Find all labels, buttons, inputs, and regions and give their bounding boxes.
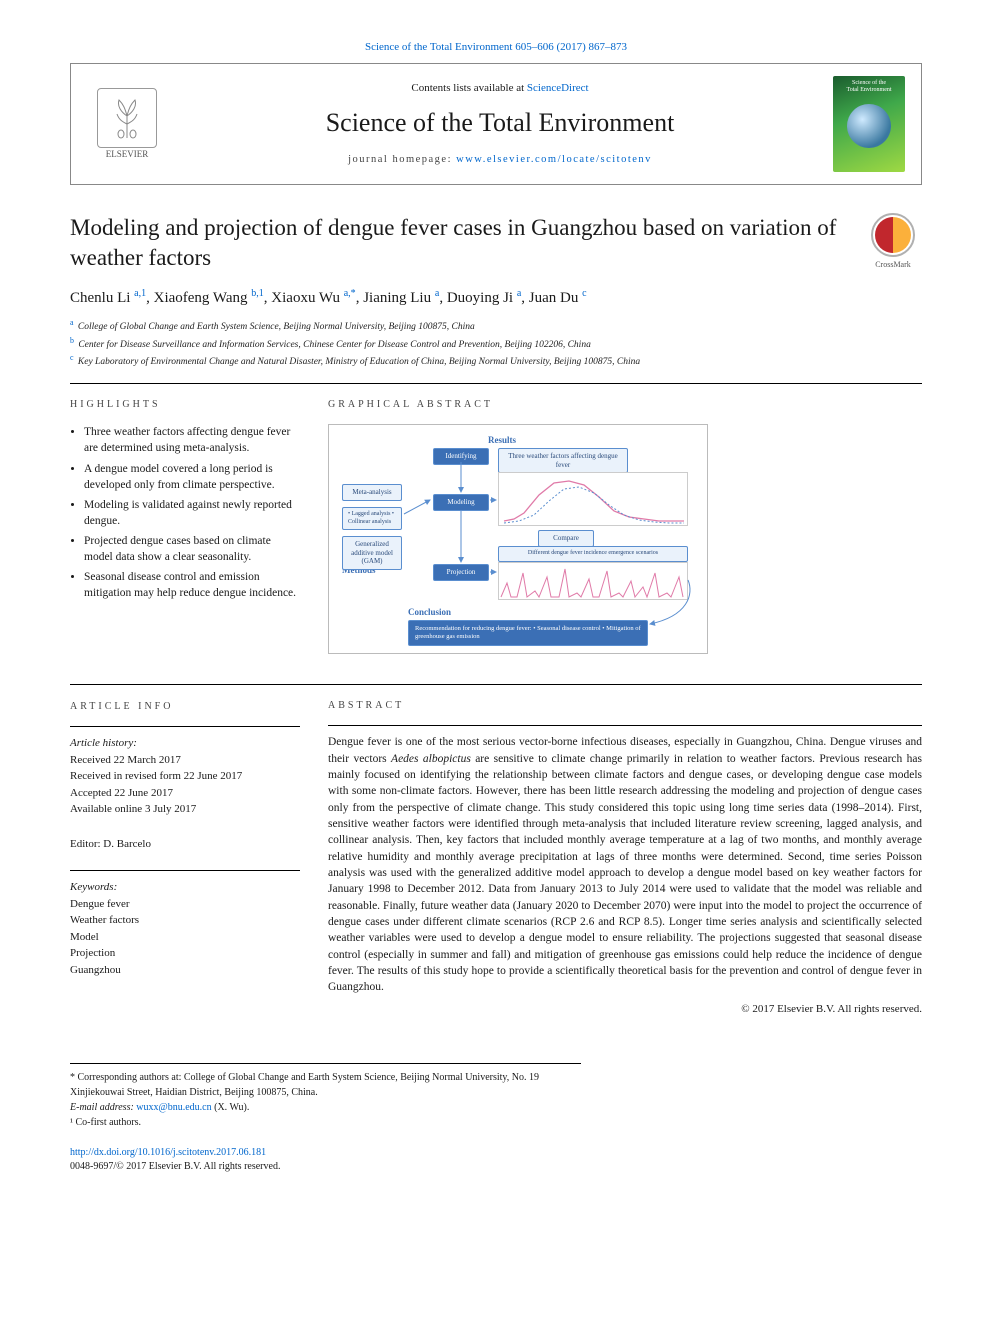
cover-line2: Total Environment [846, 87, 891, 94]
graphical-abstract-section: GRAPHICAL ABSTRACT Results Methods Concl… [328, 398, 922, 654]
elsevier-logo: ELSEVIER [87, 79, 167, 169]
affiliation-line: a College of Global Change and Earth Sys… [70, 317, 922, 334]
title-row: Modeling and projection of dengue fever … [70, 213, 922, 287]
info-rule [70, 726, 300, 727]
crossmark-label: CrossMark [864, 259, 922, 270]
graphical-abstract-figure: Results Methods Conclusion Identifying T… [328, 424, 708, 654]
contents-prefix: Contents lists available at [411, 82, 526, 94]
highlights-ga-row: HIGHLIGHTS Three weather factors affecti… [70, 398, 922, 654]
abstract-text: Dengue fever is one of the most serious … [328, 734, 922, 995]
ga-heading: GRAPHICAL ABSTRACT [328, 398, 922, 412]
keywords-list: Dengue feverWeather factorsModelProjecti… [70, 896, 300, 979]
highlights-heading: HIGHLIGHTS [70, 398, 300, 412]
citation-link[interactable]: Science of the Total Environment 605–606… [365, 41, 627, 53]
page-header-citation: Science of the Total Environment 605–606… [70, 40, 922, 55]
journal-cover-thumbnail: Science of the Total Environment [833, 76, 905, 172]
highlight-item: Projected dengue cases based on climate … [84, 533, 300, 565]
sciencedirect-link[interactable]: ScienceDirect [527, 82, 589, 94]
email-label: E-mail address: [70, 1102, 134, 1113]
footnotes: * Corresponding authors at: College of G… [70, 1063, 581, 1130]
history-line: Available online 3 July 2017 [70, 801, 300, 818]
highlight-item: Seasonal disease control and emission mi… [84, 569, 300, 601]
abstract-rule [328, 725, 922, 726]
email-who: (X. Wu). [214, 1102, 249, 1113]
article-history-lines: Received 22 March 2017Received in revise… [70, 752, 300, 818]
footer-copyright: 0048-9697/© 2017 Elsevier B.V. All right… [70, 1161, 280, 1172]
keyword-item: Model [70, 929, 300, 946]
cover-line1: Science of the [852, 80, 886, 87]
keyword-item: Dengue fever [70, 896, 300, 913]
info-abstract-row: ARTICLE INFO Article history: Received 2… [70, 699, 922, 1017]
affiliation-line: b Center for Disease Surveillance and In… [70, 335, 922, 352]
corresponding-email-link[interactable]: wuxx@bnu.edu.cn [136, 1102, 211, 1113]
homepage-prefix: journal homepage: [348, 154, 456, 165]
corresponding-author-note: * Corresponding authors at: College of G… [70, 1070, 581, 1100]
highlight-item: Modeling is validated against newly repo… [84, 497, 300, 529]
article-title: Modeling and projection of dengue fever … [70, 213, 846, 273]
article-info-section: ARTICLE INFO Article history: Received 2… [70, 699, 300, 1017]
abstract-copyright: © 2017 Elsevier B.V. All rights reserved… [328, 1002, 922, 1017]
keywords-head: Keywords: [70, 879, 300, 896]
abstract-heading: ABSTRACT [328, 699, 922, 713]
highlight-item: A dengue model covered a long period is … [84, 461, 300, 493]
elsevier-tree-icon [97, 88, 157, 148]
highlight-item: Three weather factors affecting dengue f… [84, 424, 300, 456]
editor-line: Editor: D. Barcelo [70, 836, 300, 853]
cover-globe-icon [847, 104, 891, 148]
keyword-item: Projection [70, 945, 300, 962]
contents-available-line: Contents lists available at ScienceDirec… [185, 81, 815, 96]
journal-title: Science of the Total Environment [185, 105, 815, 141]
keyword-item: Weather factors [70, 912, 300, 929]
article-history-head: Article history: [70, 735, 300, 752]
doi-link[interactable]: http://dx.doi.org/10.1016/j.scitotenv.20… [70, 1147, 266, 1158]
abstract-section: ABSTRACT Dengue fever is one of the most… [328, 699, 922, 1017]
history-line: Received 22 March 2017 [70, 752, 300, 769]
keyword-item: Guangzhou [70, 962, 300, 979]
crossmark-badge[interactable]: CrossMark [864, 213, 922, 270]
journal-homepage-link[interactable]: www.elsevier.com/locate/scitotenv [456, 154, 652, 165]
affiliation-line: c Key Laboratory of Environmental Change… [70, 352, 922, 369]
history-line: Accepted 22 June 2017 [70, 785, 300, 802]
ga-arrows [338, 434, 698, 644]
keywords-rule [70, 870, 300, 871]
highlights-list: Three weather factors affecting dengue f… [70, 424, 300, 601]
section-rule [70, 383, 922, 384]
article-info-heading: ARTICLE INFO [70, 699, 300, 714]
section-rule-2 [70, 684, 922, 685]
author-list: Chenlu Li a,1, Xiaofeng Wang b,1, Xiaoxu… [70, 287, 922, 309]
email-line: E-mail address: wuxx@bnu.edu.cn (X. Wu). [70, 1100, 581, 1115]
journal-homepage-line: journal homepage: www.elsevier.com/locat… [185, 153, 815, 168]
affiliations: a College of Global Change and Earth Sys… [70, 317, 922, 369]
journal-header-center: Contents lists available at ScienceDirec… [185, 81, 815, 167]
journal-header-box: ELSEVIER Contents lists available at Sci… [70, 63, 922, 185]
cofirst-note: ¹ Co-first authors. [70, 1115, 581, 1130]
elsevier-label: ELSEVIER [106, 148, 149, 161]
history-line: Received in revised form 22 June 2017 [70, 768, 300, 785]
highlights-section: HIGHLIGHTS Three weather factors affecti… [70, 398, 300, 654]
page-footer: http://dx.doi.org/10.1016/j.scitotenv.20… [70, 1146, 922, 1174]
